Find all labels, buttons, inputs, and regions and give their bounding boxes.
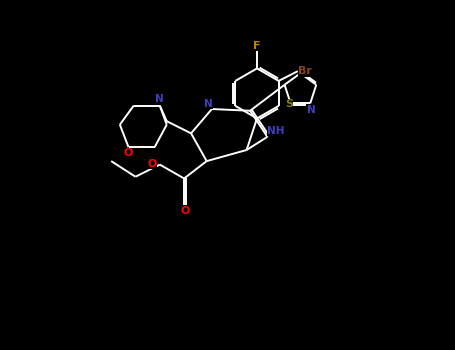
Text: Br: Br	[298, 66, 312, 76]
Text: O: O	[124, 148, 133, 159]
Text: N: N	[307, 105, 315, 115]
Text: F: F	[253, 41, 261, 51]
Text: NH: NH	[268, 126, 285, 135]
Text: N: N	[156, 94, 164, 104]
Text: O: O	[147, 159, 157, 169]
Text: O: O	[180, 206, 189, 216]
Text: S: S	[285, 99, 293, 109]
Text: N: N	[204, 99, 213, 109]
